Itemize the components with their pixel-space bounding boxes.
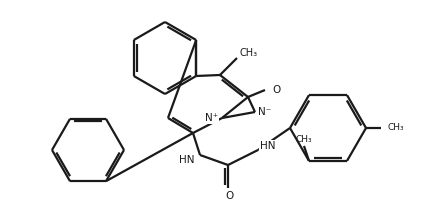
- Text: N⁻: N⁻: [258, 107, 271, 117]
- Text: HN: HN: [179, 155, 194, 165]
- Text: HN: HN: [260, 141, 276, 151]
- Text: CH₃: CH₃: [239, 48, 257, 58]
- Text: CH₃: CH₃: [388, 123, 405, 133]
- Text: CH₃: CH₃: [296, 135, 312, 144]
- Text: O: O: [226, 191, 234, 201]
- Text: O: O: [272, 85, 280, 95]
- Text: N⁺: N⁺: [205, 113, 218, 123]
